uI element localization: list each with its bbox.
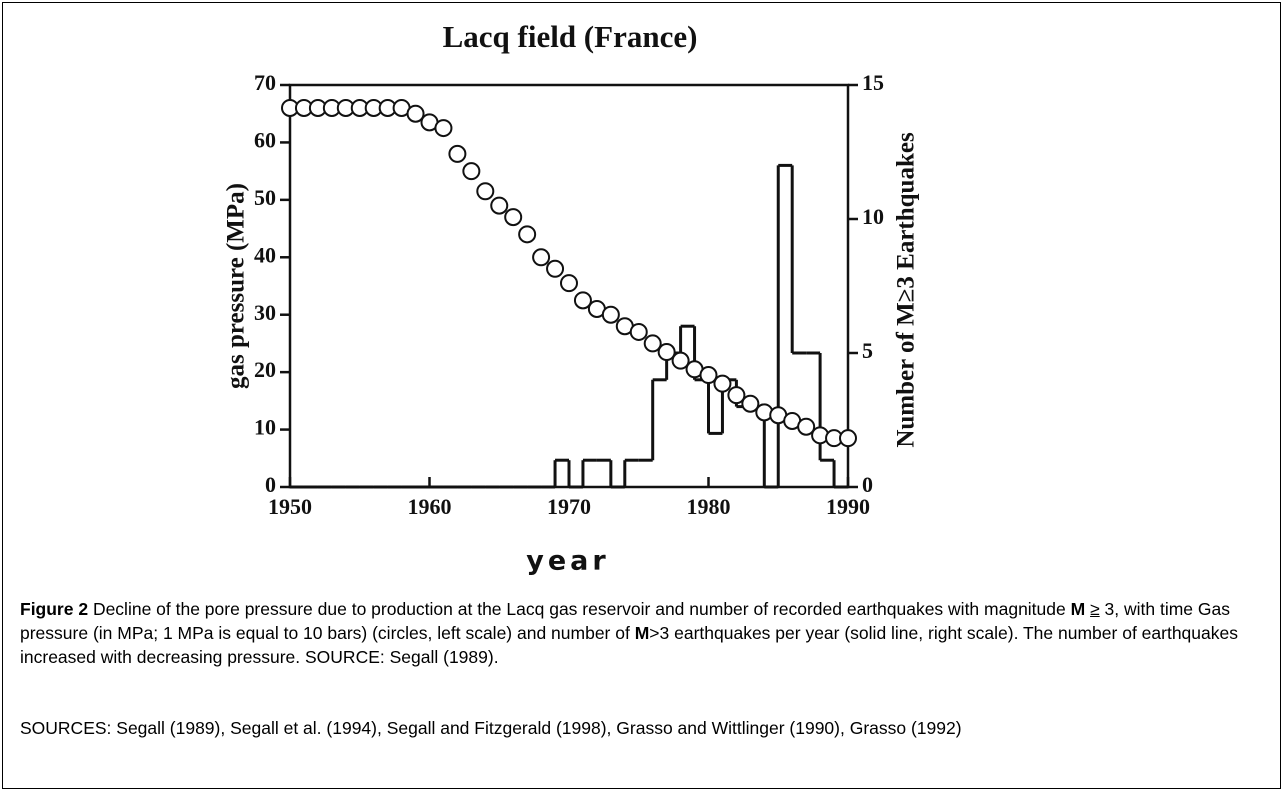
pressure-marker: [573, 291, 592, 310]
x-tick-label: 1950: [268, 494, 312, 519]
caption-label: Figure 2: [20, 599, 89, 619]
y-tick-label: 20: [254, 357, 276, 382]
y2-tick-label: 15: [862, 70, 884, 95]
y-tick-label: 30: [254, 300, 276, 325]
x-axis-label: year: [526, 546, 609, 577]
pressure-marker: [448, 144, 467, 163]
y-tick-label: 50: [254, 185, 276, 210]
x-tick-label: 1980: [687, 494, 731, 519]
y-tick-label: 10: [254, 415, 276, 440]
pressure-marker: [601, 305, 620, 324]
y-tick-label: 0: [265, 472, 276, 497]
pressure-marker: [518, 225, 537, 244]
pressure-marker: [797, 417, 816, 436]
pressure-marker: [629, 322, 648, 341]
caption-text: 3, with time Gas pressure (in MPa; 1 MPa…: [20, 599, 1230, 643]
pressure-marker: [657, 343, 676, 362]
pressure-marker: [671, 351, 690, 370]
pressure-marker: [476, 182, 495, 201]
x-tick-label: 1990: [826, 494, 870, 519]
caption-symbol: M: [634, 623, 650, 643]
x-tick-label: 1960: [408, 494, 452, 519]
pressure-marker: [406, 104, 425, 123]
chart: Lacq field (France) year gas pressure (M…: [223, 19, 920, 577]
x-tick-label: 1970: [547, 494, 591, 519]
pressure-marker: [560, 274, 578, 293]
y2-axis-label: Number of M≥3 Earthquakes: [893, 132, 920, 448]
caption-symbol: ≥: [1090, 599, 1100, 619]
pressure-marker: [643, 334, 662, 353]
caption: Figure 2 Decline of the pore pressure du…: [20, 597, 1265, 669]
pressure-marker: [713, 374, 732, 393]
caption-symbol: M: [1070, 599, 1086, 619]
pressure-marker: [532, 248, 551, 267]
pressure-marker: [839, 429, 857, 448]
y-tick-label: 60: [254, 127, 276, 152]
caption-text: Decline of the pore pressure due to prod…: [88, 599, 1071, 619]
y-axis-label: gas pressure (MPa): [223, 183, 250, 389]
pressure-marker: [504, 208, 523, 227]
y-tick-label: 70: [254, 70, 276, 95]
pressure-marker: [462, 162, 481, 181]
sources: SOURCES: Segall (1989), Segall et al. (1…: [20, 718, 962, 738]
y-tick-label: 40: [254, 242, 276, 267]
pressure-marker: [490, 196, 509, 215]
y2-tick-label: 0: [862, 472, 873, 497]
caption-text: >3 earthquakes per year (solid line, rig…: [20, 623, 1238, 667]
chart-title: Lacq field (France): [443, 19, 698, 54]
pressure-marker: [434, 119, 453, 138]
y2-tick-label: 10: [862, 204, 884, 229]
pressure-marker: [727, 386, 746, 405]
pressure-marker: [741, 394, 760, 413]
pressure-marker: [699, 366, 718, 385]
y2-tick-label: 5: [862, 338, 873, 363]
pressure-marker: [546, 259, 565, 278]
